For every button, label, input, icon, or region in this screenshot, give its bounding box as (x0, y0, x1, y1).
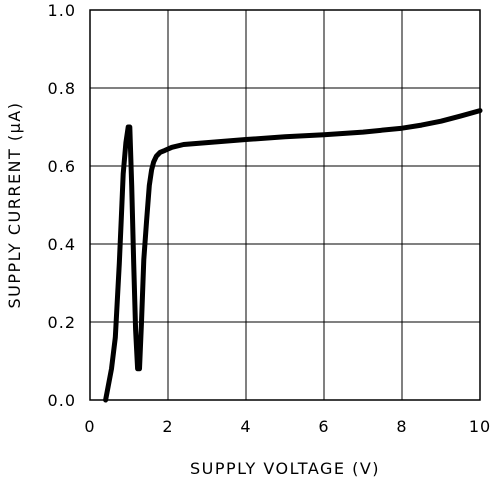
plot-frame (89, 9, 481, 401)
y-axis-title: SUPPLY CURRENT (µA) (5, 102, 24, 309)
x-tick-label: 6 (318, 417, 329, 436)
x-axis-title: SUPPLY VOLTAGE (V) (190, 459, 380, 478)
x-axis-ticks: 0 2 4 6 8 10 (84, 417, 490, 436)
y-tick-label: 0.2 (48, 313, 76, 332)
x-tick-label: 10 (469, 417, 490, 436)
y-tick-label: 0.8 (48, 79, 76, 98)
y-tick-label: 0.0 (48, 391, 76, 410)
x-tick-label: 0 (84, 417, 95, 436)
supply-current-curve (103, 108, 483, 403)
y-tick-label: 0.6 (48, 157, 76, 176)
series-layer (103, 108, 483, 403)
x-tick-label: 2 (162, 417, 173, 436)
x-tick-label: 4 (240, 417, 251, 436)
x-tick-label: 8 (396, 417, 407, 436)
y-tick-label: 0.4 (48, 235, 76, 254)
y-tick-label: 1.0 (48, 1, 76, 20)
y-axis-ticks: 0.0 0.2 0.4 0.6 0.8 1.0 (48, 1, 76, 410)
